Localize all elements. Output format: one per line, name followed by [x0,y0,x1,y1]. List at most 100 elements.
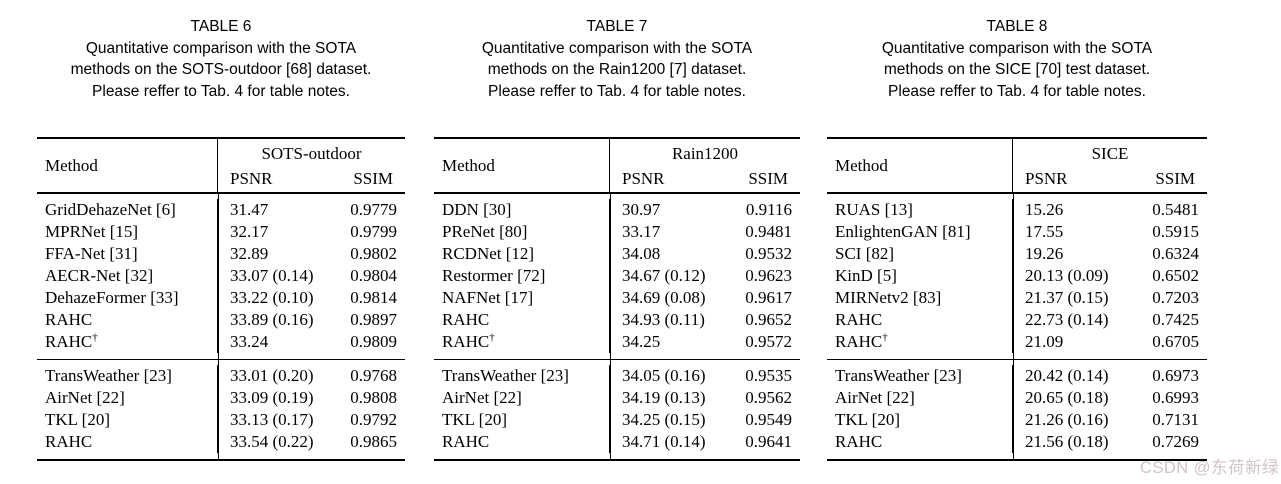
ssim-cell: 0.9808 [350,388,397,407]
method-cell: RAHC [434,309,610,331]
table-8: Method SICE PSNR SSIM RUAS [13] 15.26 0.54… [827,137,1207,461]
method-cell: RAHC† [434,331,610,353]
method-cell: PReNet [80] [434,221,610,243]
ssim-cell: 0.9865 [350,432,397,451]
method-cell: RAHC [434,431,610,453]
table-header: Method SOTS-outdoor PSNR SSIM [37,139,405,194]
ssim-cell: 0.9617 [745,288,792,307]
psnr-cell: 33.07 (0.14) [230,266,314,285]
table-row: RAHC 21.56 (0.18) 0.7269 [827,431,1207,453]
method-cell: NAFNet [17] [434,287,610,309]
table-row: AECR-Net [32] 33.07 (0.14) 0.9804 [37,265,405,287]
data-column-header: SOTS-outdoor PSNR SSIM [218,139,405,192]
method-cell: FFA-Net [31] [37,243,218,265]
ssim-cell: 0.5915 [1152,222,1199,241]
table-6-title: TABLE 6 [190,18,252,35]
method-cell: DDN [30] [434,199,610,221]
table-row: TransWeather [23] 20.42 (0.14) 0.6973 [827,365,1207,387]
table-row: RAHC 33.89 (0.16) 0.9897 [37,309,405,331]
table-row: RAHC† 21.09 0.6705 [827,331,1207,353]
ssim-cell: 0.9768 [350,366,397,385]
method-cell: EnlightenGAN [81] [827,221,1013,243]
table-row: AirNet [22] 34.19 (0.13) 0.9562 [434,387,800,409]
table-row: PReNet [80] 33.17 0.9481 [434,221,800,243]
method-column-header: Method [827,139,1013,192]
method-cell: AirNet [22] [434,387,610,409]
method-cell: AECR-Net [32] [37,265,218,287]
psnr-header: PSNR [1025,168,1068,188]
method-cell: KinD [5] [827,265,1013,287]
psnr-cell: 33.24 [230,332,269,351]
table-row: RAHC 34.93 (0.11) 0.9652 [434,309,800,331]
ssim-cell: 0.6993 [1152,388,1199,407]
psnr-cell: 19.26 [1025,244,1064,263]
ssim-cell: 0.9549 [745,410,792,429]
table-row: TKL [20] 21.26 (0.16) 0.7131 [827,409,1207,431]
ssim-cell: 0.9779 [350,200,397,219]
psnr-cell: 34.25 (0.15) [622,410,706,429]
method-cell: TKL [20] [434,409,610,431]
psnr-cell: 34.93 (0.11) [622,310,705,329]
ssim-cell: 0.9481 [745,222,792,241]
table-body-group-2: TransWeather [23] 20.42 (0.14) 0.6973 AirNe… [827,359,1207,459]
metric-headers: PSNR SSIM [610,166,800,191]
psnr-cell: 21.37 (0.15) [1025,288,1109,307]
psnr-cell: 33.01 (0.20) [230,366,314,385]
method-cell: TransWeather [23] [37,365,218,387]
ssim-cell: 0.6705 [1152,332,1199,351]
dataset-header: SOTS-outdoor [261,143,362,163]
psnr-cell: 20.13 (0.09) [1025,266,1109,285]
table-row: RUAS [13] 15.26 0.5481 [827,199,1207,221]
method-cell: TransWeather [23] [827,365,1013,387]
table-row: AirNet [22] 33.09 (0.19) 0.9808 [37,387,405,409]
psnr-cell: 34.25 [622,332,661,351]
data-column-header: SICE PSNR SSIM [1013,139,1207,192]
table-header: Method SICE PSNR SSIM [827,139,1207,194]
ssim-cell: 0.9809 [350,332,397,351]
ssim-cell: 0.9535 [745,366,792,385]
psnr-cell: 34.67 (0.12) [622,266,706,285]
method-cell: RAHC [827,309,1013,331]
psnr-cell: 34.05 (0.16) [622,366,706,385]
table-6-caption: TABLE 6 Quantitative comparison with the… [7,16,435,102]
table-6: Method SOTS-outdoor PSNR SSIM GridDehaze… [37,137,405,461]
caption-line: Quantitative comparison with the SOTA [85,39,357,57]
ssim-cell: 0.6324 [1152,244,1199,263]
ssim-cell: 0.7131 [1152,410,1199,429]
metric-headers: PSNR SSIM [1013,166,1207,191]
ssim-cell: 0.9804 [350,266,397,285]
ssim-header: SSIM [353,168,393,188]
table-row: RAHC 33.54 (0.22) 0.9865 [37,431,405,453]
psnr-cell: 33.89 (0.16) [230,310,314,329]
psnr-cell: 30.97 [622,200,661,219]
table-8-section: TABLE 8 Quantitative comparison with the… [827,0,1207,484]
psnr-cell: 20.42 (0.14) [1025,366,1109,385]
method-cell: RAHC [827,431,1013,453]
ssim-cell: 0.6973 [1152,366,1199,385]
table-7-title: TABLE 7 [586,18,648,35]
table-body-group-2: TransWeather [23] 33.01 (0.20) 0.9768 AirNe… [37,359,405,459]
table-row: Restormer [72] 34.67 (0.12) 0.9623 [434,265,800,287]
table-7-caption: TABLE 7 Quantitative comparison with the… [404,16,830,102]
ssim-cell: 0.9802 [350,244,397,263]
psnr-cell: 15.26 [1025,200,1064,219]
table-body-group-2: TransWeather [23] 34.05 (0.16) 0.9535 AirNe… [434,359,800,459]
psnr-cell: 17.55 [1025,222,1064,241]
method-cell: TKL [20] [37,409,218,431]
ssim-header: SSIM [1155,168,1195,188]
method-cell: GridDehazeNet [6] [37,199,218,221]
psnr-cell: 21.09 [1025,332,1064,351]
table-row: DehazeFormer [33] 33.22 (0.10) 0.9814 [37,287,405,309]
table-7-section: TABLE 7 Quantitative comparison with the… [434,0,800,484]
table-row: MIRNetv2 [83] 21.37 (0.15) 0.7203 [827,287,1207,309]
ssim-cell: 0.9792 [350,410,397,429]
table-row: MPRNet [15] 32.17 0.9799 [37,221,405,243]
method-cell: RCDNet [12] [434,243,610,265]
ssim-cell: 0.7269 [1152,432,1199,451]
method-cell: RAHC† [827,331,1013,353]
table-row: KinD [5] 20.13 (0.09) 0.6502 [827,265,1207,287]
psnr-cell: 34.71 (0.14) [622,432,706,451]
method-cell: RAHC [37,431,218,453]
method-column-header: Method [37,139,218,192]
